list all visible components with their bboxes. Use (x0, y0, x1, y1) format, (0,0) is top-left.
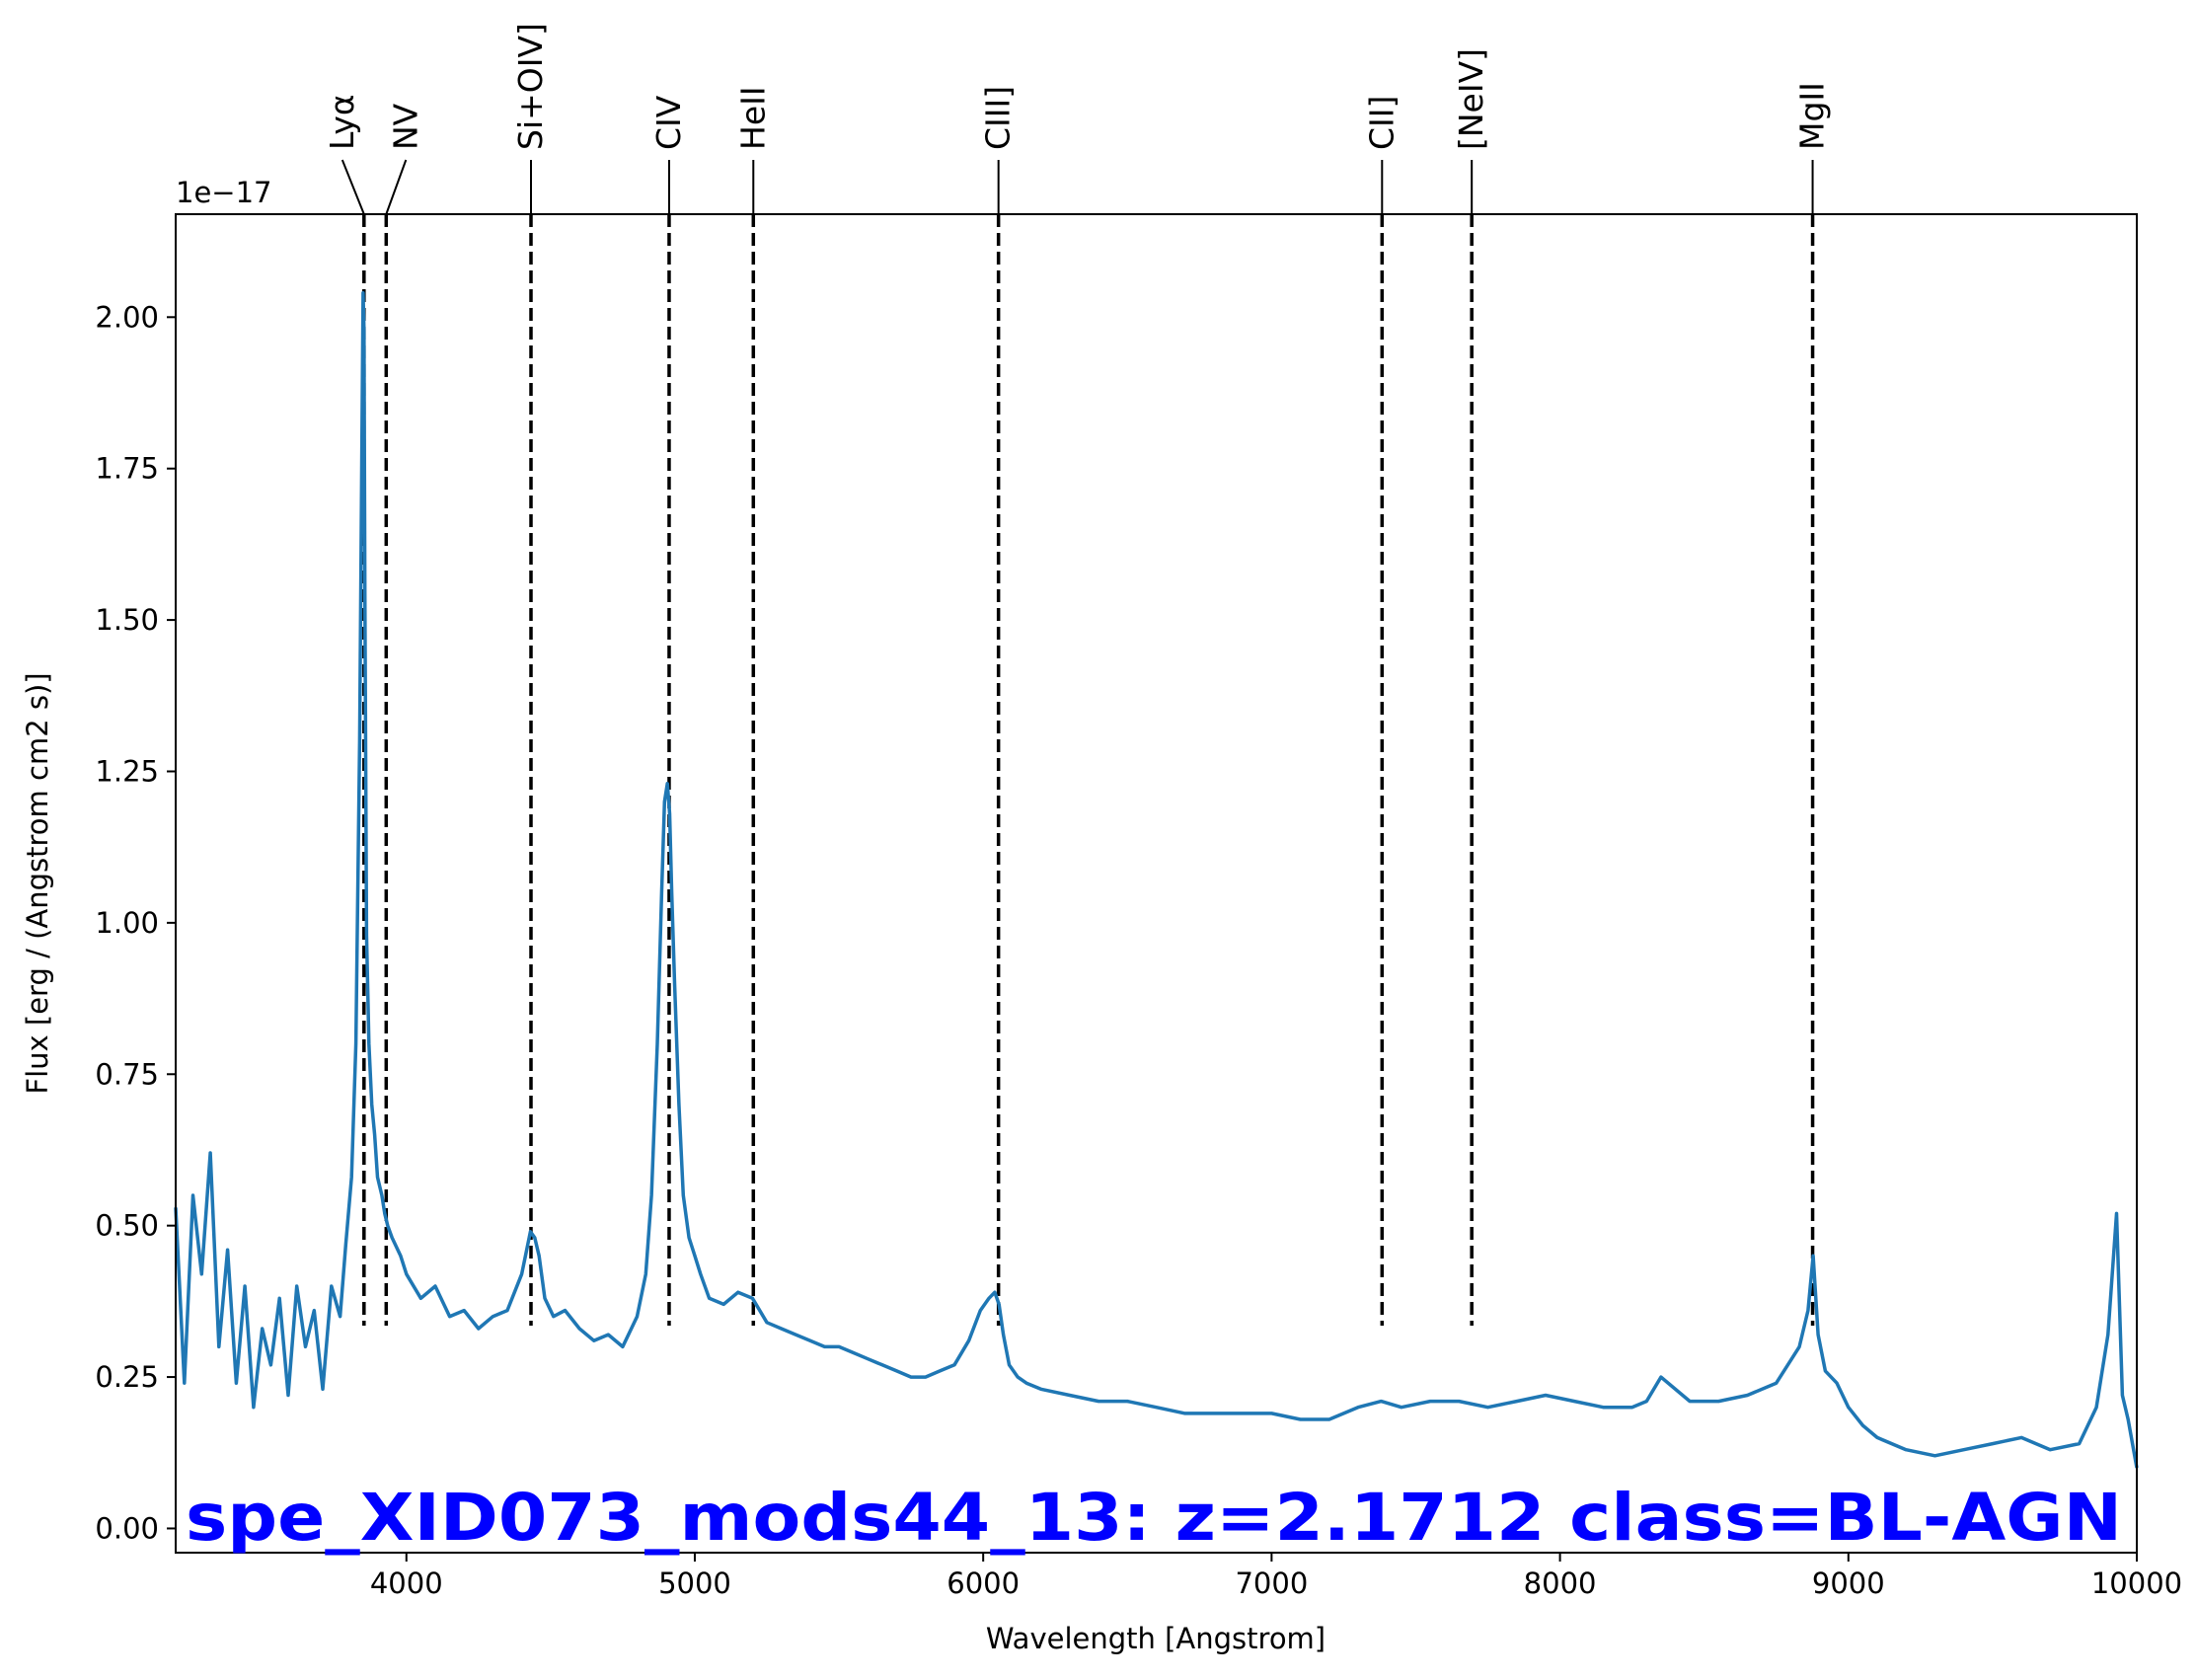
emission-line-label: CIII] (979, 86, 1018, 150)
emission-line-markers: Lyα NV Si+OIV] CIV HeII CIII] CII] [NeIV] MgII (323, 23, 1832, 1326)
plot-frame (175, 213, 2138, 1554)
y-tick-label: 2.00 (95, 300, 159, 334)
emission-line-label: Lyα (323, 94, 361, 150)
emission-line-label: NV (386, 103, 424, 150)
emission-line-label: HeII (733, 86, 772, 150)
x-tick-label: 10000 (2091, 1566, 2182, 1600)
y-tick-label: 0.50 (95, 1209, 159, 1243)
emission-line-connector (385, 159, 408, 215)
y-tick-label: 1.75 (95, 452, 159, 486)
x-tick-label: 5000 (658, 1566, 731, 1600)
x-axis: 4000 5000 6000 7000 8000 9000 10000 (370, 1553, 2182, 1600)
y-tick-label: 0.25 (95, 1360, 159, 1394)
emission-line-label: CII] (1362, 96, 1401, 150)
y-axis: 0.00 0.25 0.50 0.75 1.00 1.25 1.50 1.75 2.00 (95, 300, 176, 1545)
emission-line-label: Si+OIV] (511, 23, 550, 150)
emission-line-connector (341, 159, 365, 215)
x-tick-label: 4000 (370, 1566, 443, 1600)
spectrum-series-line (174, 291, 2139, 1469)
x-tick-label: 8000 (1524, 1566, 1597, 1600)
emission-line-label: CIV (649, 95, 688, 150)
x-axis-title: Wavelength [Angstrom] (986, 1622, 1326, 1655)
y-axis-title: Flux [erg / (Angstrom cm2 s)] (21, 672, 54, 1094)
y-tick-label: 1.50 (95, 603, 159, 637)
y-tick-label: 1.25 (95, 754, 159, 788)
y-tick-label: 1.00 (95, 906, 159, 940)
y-offset-label: 1e−17 (176, 176, 272, 209)
x-tick-label: 6000 (947, 1566, 1020, 1600)
emission-line-label: [NeIV] (1452, 48, 1490, 150)
spectrum-annotation: spe_XID073_mods44_13: z=2.1712 class=BL-… (186, 1480, 2122, 1556)
y-tick-label: 0.75 (95, 1057, 159, 1091)
x-tick-label: 7000 (1235, 1566, 1308, 1600)
x-tick-label: 9000 (1812, 1566, 1885, 1600)
y-tick-label: 0.00 (95, 1511, 159, 1545)
emission-line-label: MgII (1793, 82, 1832, 150)
